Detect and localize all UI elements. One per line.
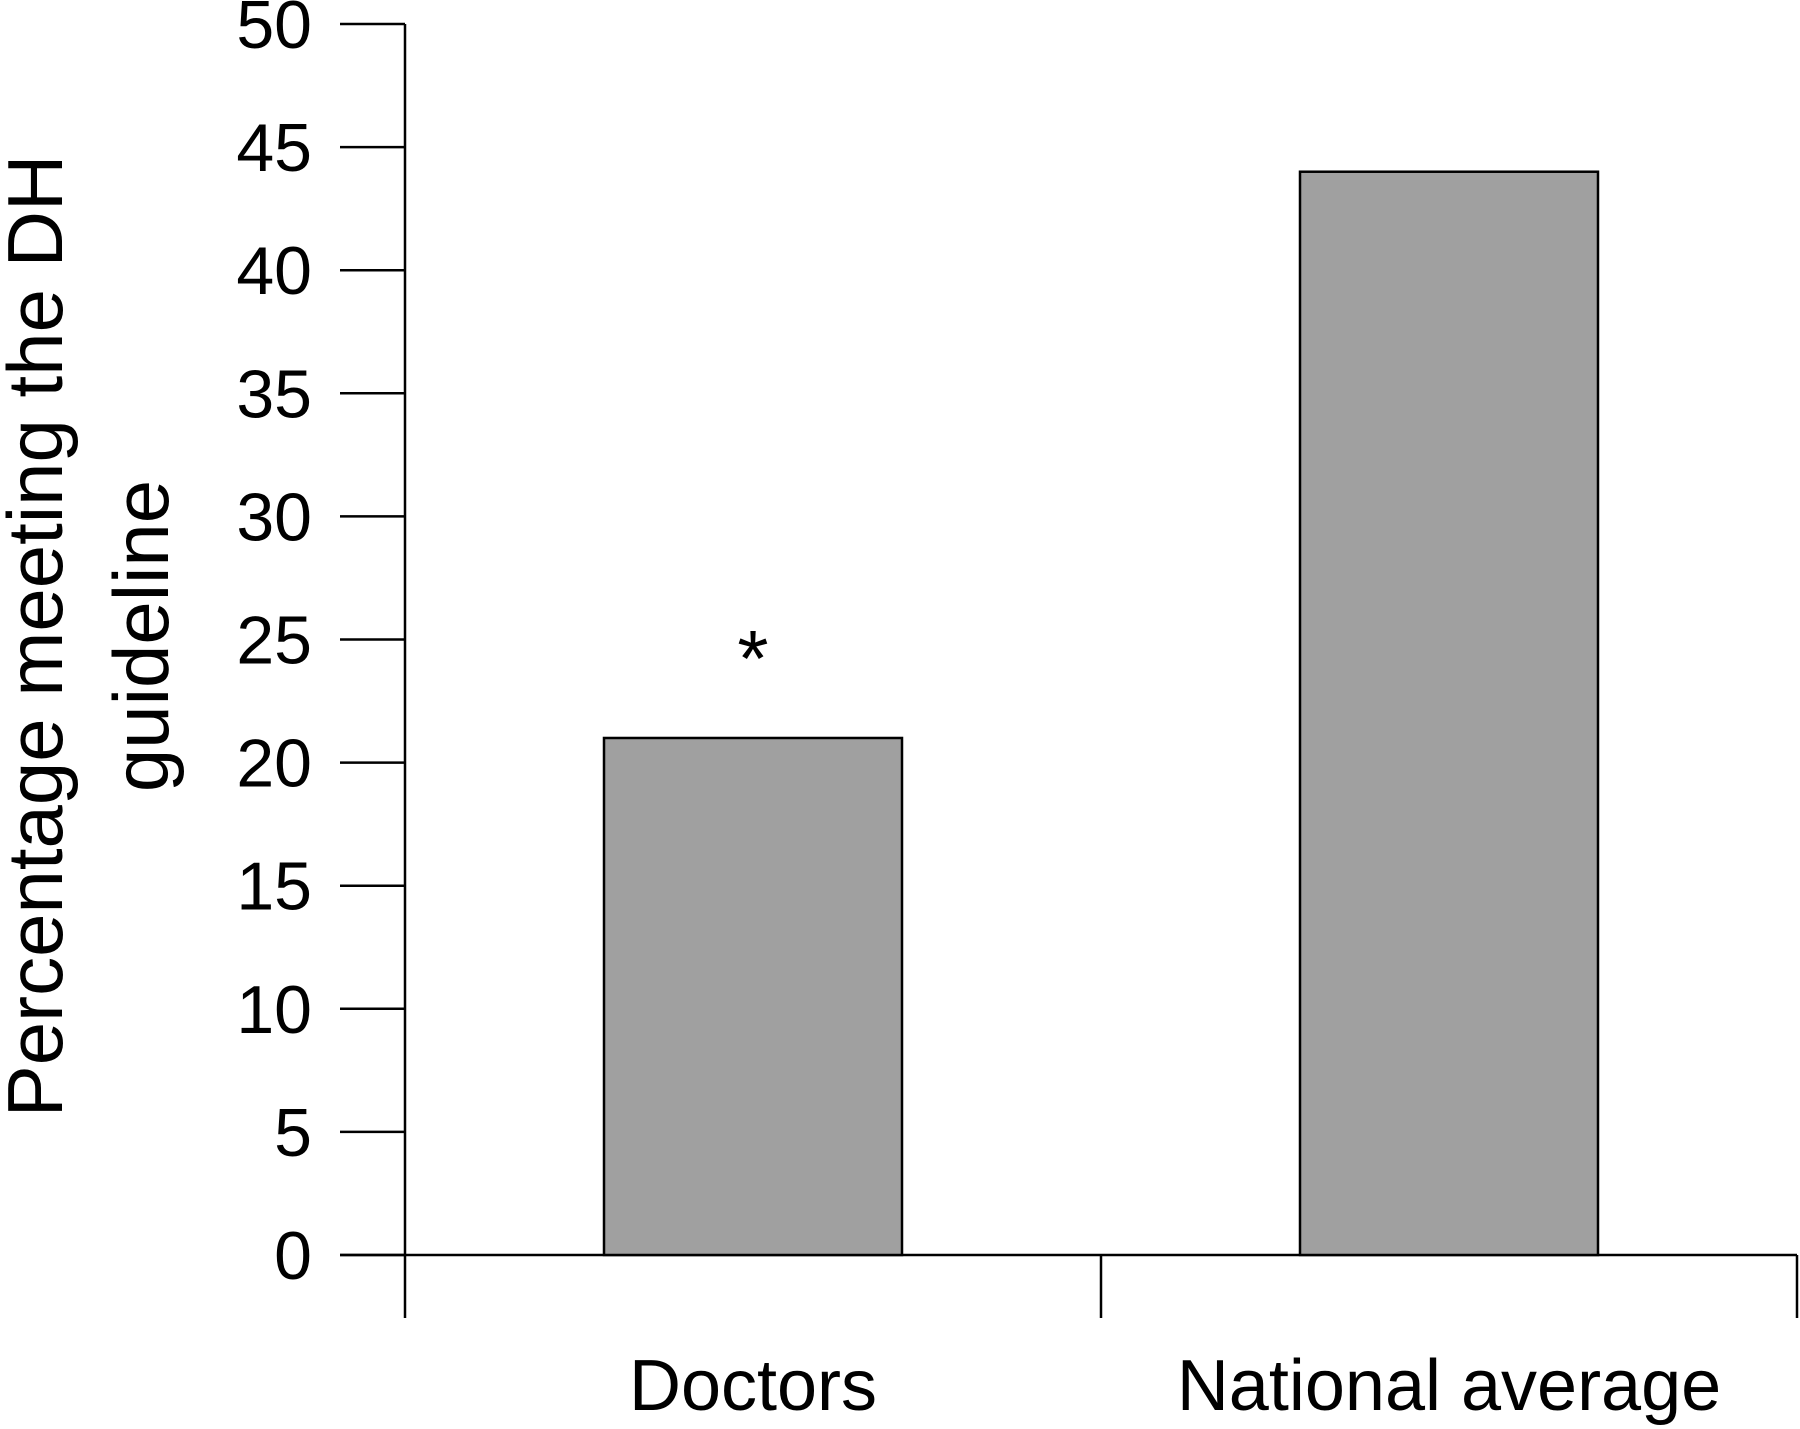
x-category-label: Doctors: [629, 1346, 877, 1426]
y-tick-label: 45: [236, 110, 312, 186]
y-axis-title-line-1: Percentage meeting the DH: [0, 155, 79, 1118]
y-tick-label: 50: [236, 0, 312, 63]
y-tick-label: 40: [236, 233, 312, 309]
y-tick-label: 0: [274, 1218, 312, 1294]
y-tick-label: 30: [236, 479, 312, 555]
y-axis-title: Percentage meeting the DH guideline: [0, 155, 185, 1118]
y-tick-label: 35: [236, 356, 312, 432]
y-tick-label: 5: [274, 1095, 312, 1171]
y-tick-label: 15: [236, 849, 312, 925]
x-axis-category-labels: Doctors National average: [629, 1346, 1721, 1426]
bar-annotation-asterisk: *: [737, 614, 768, 703]
bar-annotations: *: [737, 614, 768, 703]
x-category-label: National average: [1177, 1346, 1721, 1426]
y-tick-label: 25: [236, 603, 312, 679]
y-tick-label: 10: [236, 972, 312, 1048]
bar-doctors: [602, 736, 904, 1257]
x-axis-category-dividers: [403, 1255, 1799, 1318]
y-axis-ticks: 0 5 10 15 20 25 30 35 40 45 50: [236, 0, 405, 1294]
y-axis-title-line-2: guideline: [97, 480, 185, 792]
bars: [602, 170, 1600, 1257]
y-tick-label: 20: [236, 726, 312, 802]
bar-national-average: [1298, 170, 1600, 1257]
